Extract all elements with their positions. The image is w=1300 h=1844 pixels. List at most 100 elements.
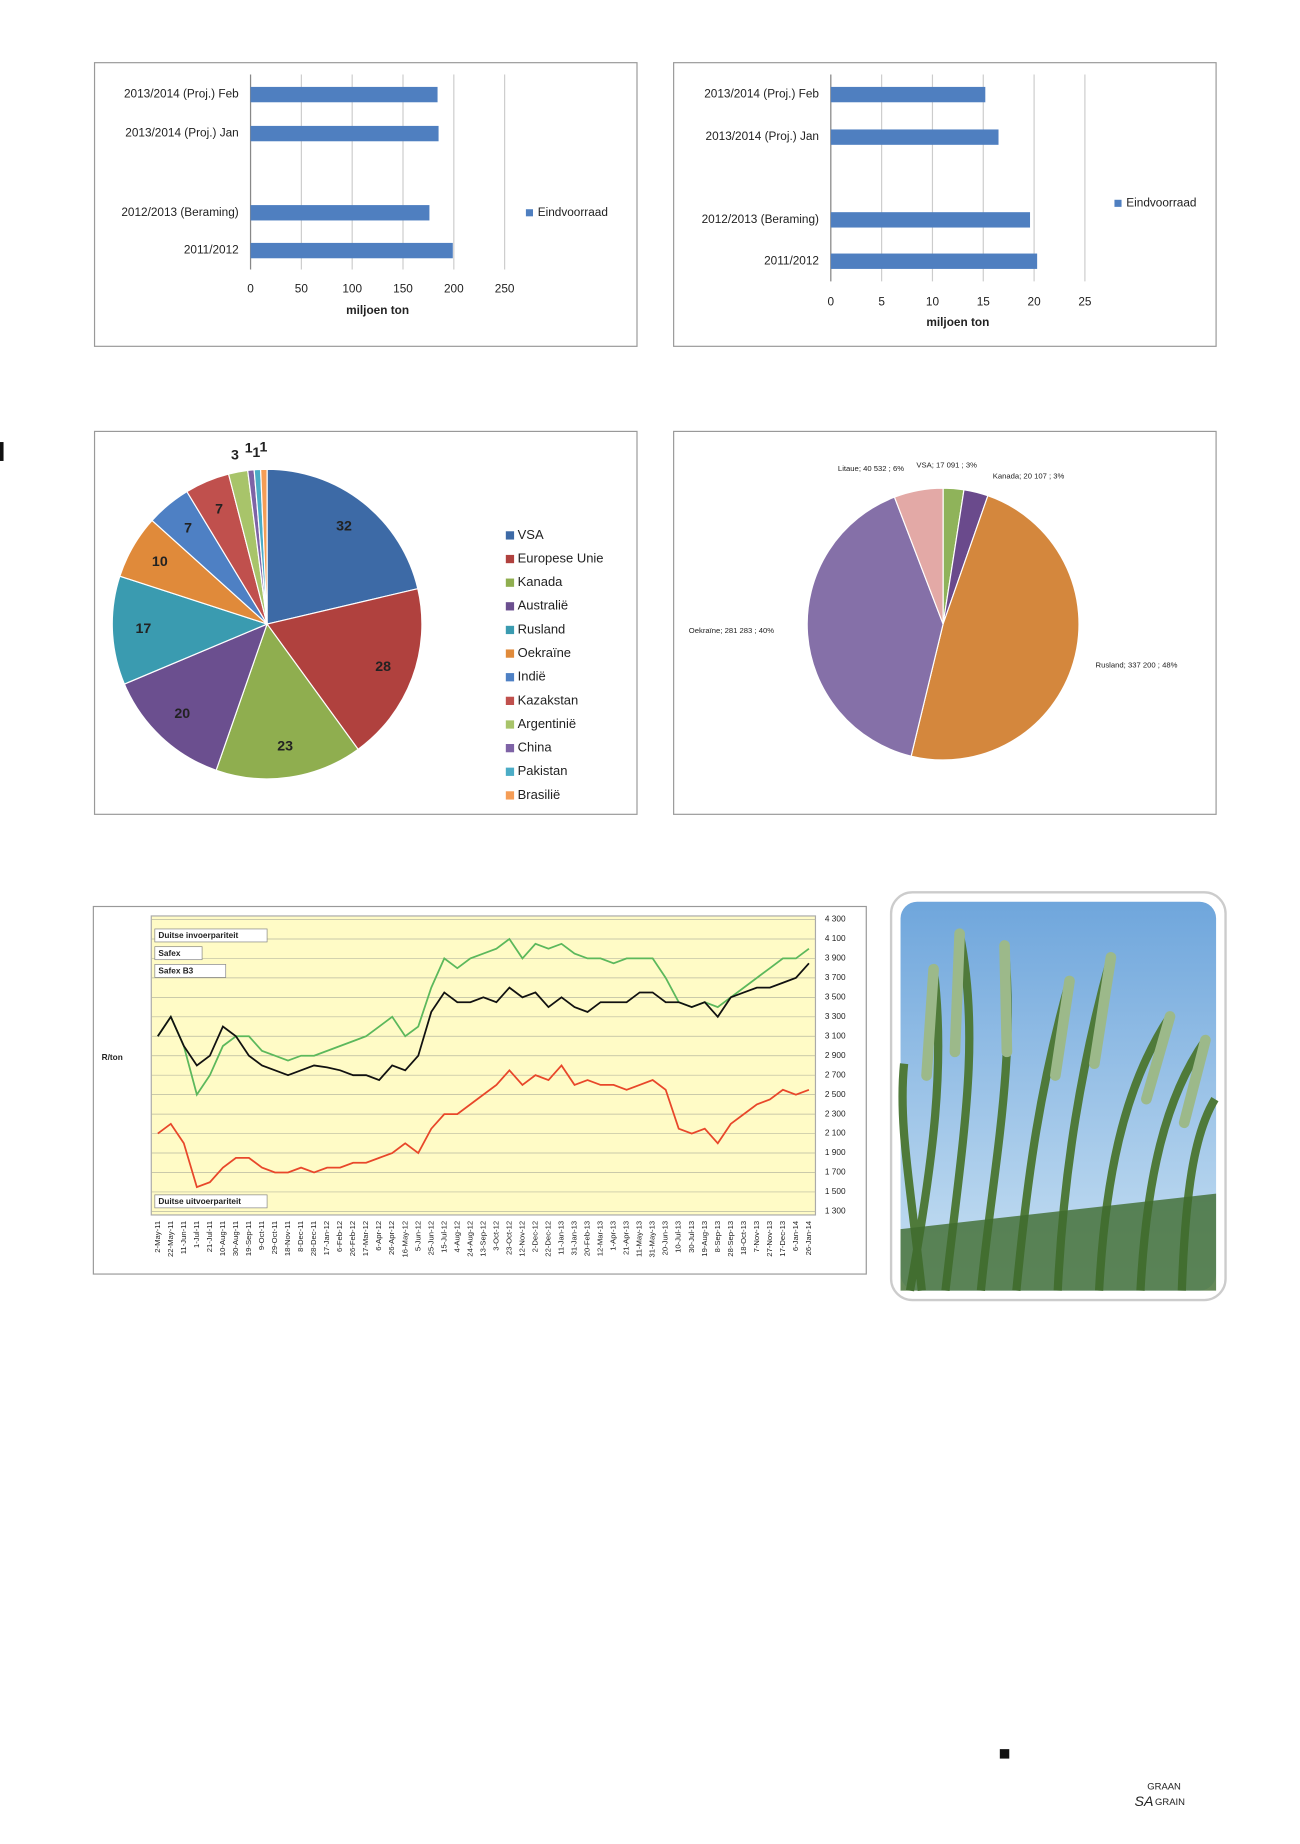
legend-swatch (505, 696, 515, 705)
y-axis-label: R/ton (102, 1053, 123, 1062)
x-tick-label: 17-Dec-13 (778, 1221, 787, 1257)
x-tick-label: 29-Oct-11 (270, 1221, 279, 1255)
x-tick-label: 6-Feb-12 (335, 1221, 344, 1252)
y-tick-label: 3 300 (825, 1012, 846, 1021)
y-tick-label: 2013/2014 (Proj.) Jan (125, 126, 238, 140)
legend-box (154, 928, 268, 943)
y-tick-label: 4 300 (825, 915, 846, 924)
y-tick-label: 3 500 (825, 993, 846, 1002)
x-tick-label: 8-Sep-13 (713, 1221, 722, 1253)
x-tick-label: 25-Jun-12 (426, 1221, 435, 1256)
x-tick-label: 15 (977, 295, 991, 309)
legend-label: Duitse uitvoerpariteit (158, 1197, 241, 1206)
x-tick-label: 8-Dec-11 (296, 1221, 305, 1252)
data-label: VSA; 17 091 ; 3% (916, 461, 977, 470)
x-tick-label: 6-Jan-14 (791, 1220, 800, 1251)
x-tick-label: 1-Jul-11 (192, 1221, 201, 1248)
pie-slice (215, 622, 359, 780)
legend-swatch (505, 625, 515, 635)
photo (889, 891, 1227, 1302)
x-tick-label: 26-Feb-12 (348, 1221, 357, 1256)
legend-label: Eindvoorraad (1126, 195, 1196, 209)
data-label: 28 (375, 659, 391, 675)
logo-top: GRAAN (1147, 1781, 1181, 1792)
y-tick-label: 2 300 (825, 1109, 846, 1118)
x-tick-label: 23-Oct-12 (504, 1221, 513, 1255)
y-tick-label: 1 900 (825, 1148, 846, 1157)
x-tick-label: 250 (495, 282, 515, 296)
legend-label: China (518, 740, 553, 755)
legend-swatch (525, 209, 533, 217)
legend-swatch (505, 649, 515, 658)
pie-slice (266, 468, 419, 625)
logo-right: GRAIN (1155, 1797, 1185, 1808)
y-tick-label: 3 100 (825, 1031, 846, 1040)
data-label: 10 (152, 554, 168, 570)
x-tick-label: 22-May-11 (166, 1221, 175, 1257)
x-tick-label: 31-Jan-13 (570, 1221, 579, 1256)
logo-left: SA (1135, 1794, 1154, 1810)
bar (830, 129, 999, 145)
x-tick-label: 25 (1078, 295, 1092, 309)
x-tick-label: 9-Oct-11 (257, 1221, 266, 1250)
data-label: Litaue; 40 532 ; 6% (838, 464, 904, 473)
x-tick-label: 2-Dec-12 (530, 1221, 539, 1253)
x-tick-label: 19-Aug-13 (700, 1221, 709, 1257)
x-tick-label: 50 (295, 282, 309, 296)
x-tick-label: 21-Apr-13 (622, 1221, 631, 1255)
x-tick-label: 2-May-11 (153, 1221, 162, 1253)
y-tick-label: 2013/2014 (Proj.) Jan (706, 129, 819, 143)
bar (250, 86, 438, 103)
x-tick-label: 12-Nov-12 (517, 1221, 526, 1257)
data-label: 20 (174, 706, 190, 722)
data-label: Oekraïne; 281 283 ; 40% (689, 626, 774, 635)
legend-swatch (505, 673, 515, 682)
x-tick-label: 13-Sep-12 (478, 1221, 487, 1257)
x-tick-label: 5 (878, 295, 885, 309)
x-tick-label: 27-Nov-13 (765, 1221, 774, 1257)
x-tick-label: 28-Dec-11 (309, 1221, 318, 1256)
x-tick-label: 6-Apr-12 (374, 1221, 383, 1251)
legend-label: Kazakstan (518, 692, 579, 707)
legend-box (154, 964, 227, 978)
y-tick-label: 2 500 (825, 1090, 846, 1099)
legend-swatch (505, 767, 515, 776)
y-tick-label: 2011/2012 (764, 253, 819, 267)
bar (830, 212, 1031, 228)
end-mark (999, 1749, 1010, 1759)
y-tick-label: 4 100 (825, 934, 846, 943)
legend-label: Kanada (518, 574, 564, 589)
x-tick-label: 4-Aug-12 (452, 1221, 461, 1253)
legend-label: Brasilië (518, 787, 561, 802)
bar (830, 253, 1038, 269)
chart-frame (673, 62, 1217, 347)
data-label: 7 (215, 502, 223, 518)
legend-box (154, 1194, 268, 1209)
x-tick-label: 24-Aug-12 (465, 1221, 474, 1257)
pie-slice (806, 496, 944, 757)
data-label: 17 (135, 621, 151, 637)
plot-area (150, 915, 817, 1216)
x-tick-label: 5-Jun-12 (413, 1221, 422, 1251)
legend-label: Oekraïne (518, 645, 571, 660)
data-label: 1 (252, 445, 260, 461)
x-tick-label: 30-Aug-11 (231, 1221, 240, 1256)
data-label: 32 (336, 519, 352, 535)
x-tick-label: 17-Mar-12 (361, 1221, 370, 1256)
x-tick-label: 200 (444, 282, 464, 296)
x-tick-label: 21-Jul-11 (205, 1221, 214, 1252)
x-tick-label: 30-Jul-13 (687, 1221, 696, 1253)
x-tick-label: 11-May-13 (635, 1221, 644, 1257)
bar (830, 86, 986, 103)
pie-slice (259, 468, 268, 625)
legend-swatch (505, 554, 515, 564)
legend-swatch (505, 791, 515, 800)
y-tick-label: 1 700 (825, 1168, 846, 1177)
x-tick-label: 10-Jul-13 (674, 1221, 683, 1253)
pie-slice (123, 622, 269, 772)
line-series (157, 962, 810, 1082)
legend-swatch (505, 602, 515, 611)
legend-swatch (1114, 199, 1122, 207)
